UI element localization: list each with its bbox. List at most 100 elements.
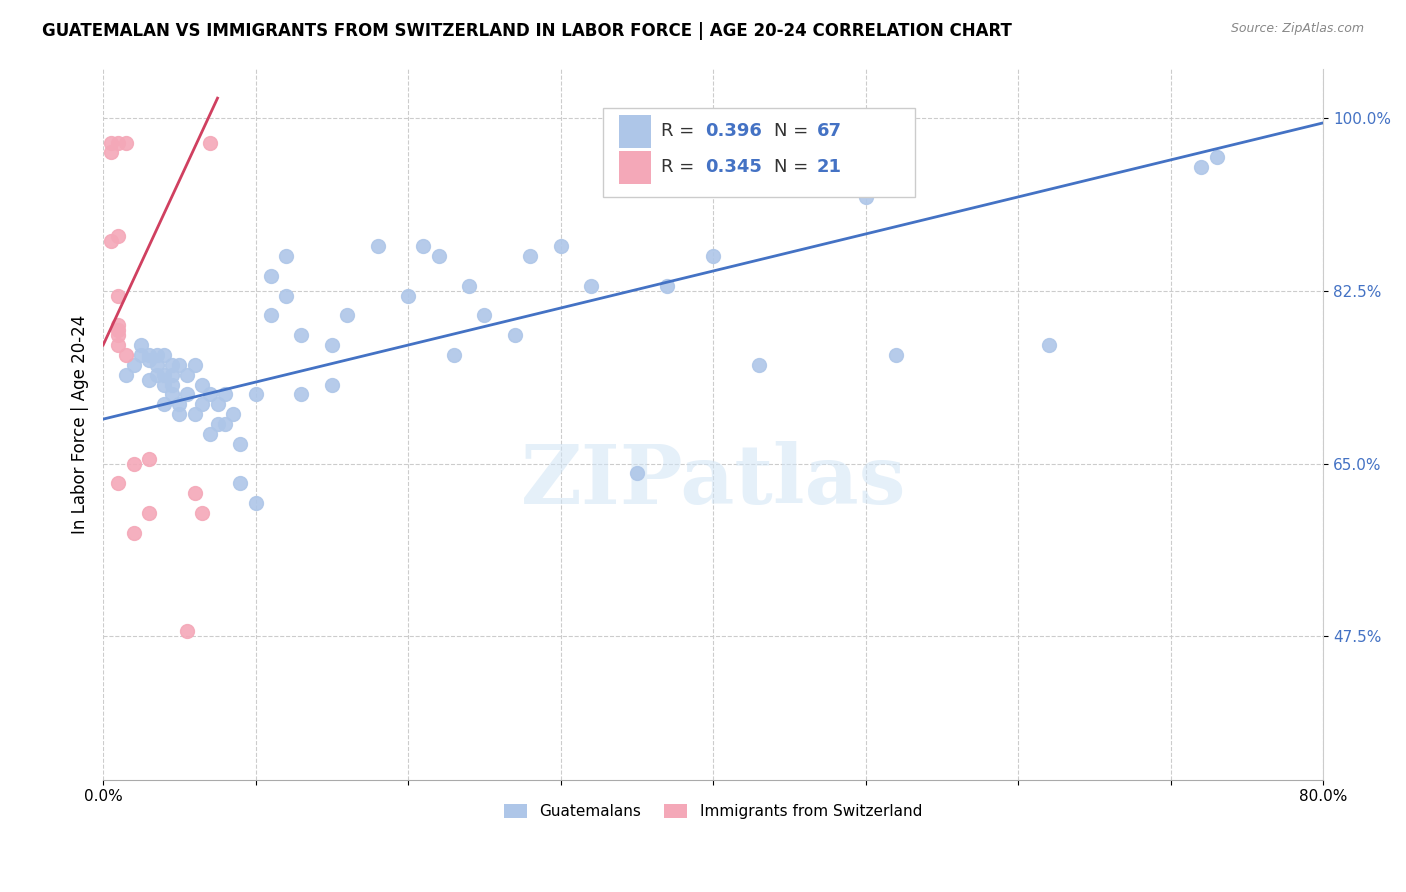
Point xyxy=(214,387,236,401)
Point xyxy=(412,239,434,253)
Point xyxy=(107,328,129,343)
Point xyxy=(191,397,214,411)
Point xyxy=(100,235,122,249)
Point xyxy=(884,348,907,362)
Point xyxy=(122,457,145,471)
Point xyxy=(122,358,145,372)
Point xyxy=(222,407,245,421)
Point xyxy=(1038,338,1060,352)
Point xyxy=(396,288,419,302)
Point xyxy=(191,506,214,520)
Point xyxy=(855,190,877,204)
Text: ZIPatlas: ZIPatlas xyxy=(520,441,905,521)
Legend: Guatemalans, Immigrants from Switzerland: Guatemalans, Immigrants from Switzerland xyxy=(498,798,928,825)
Point xyxy=(153,348,176,362)
Point xyxy=(427,249,450,263)
Point xyxy=(657,278,679,293)
Point xyxy=(207,397,229,411)
Point xyxy=(107,318,129,333)
Point xyxy=(367,239,389,253)
Point xyxy=(138,352,160,367)
Point xyxy=(336,309,359,323)
Point xyxy=(176,387,198,401)
Point xyxy=(160,368,183,382)
Point xyxy=(107,229,129,244)
Point xyxy=(145,348,167,362)
Point xyxy=(169,358,191,372)
Point xyxy=(276,288,298,302)
Point xyxy=(207,417,229,431)
Point xyxy=(153,368,176,382)
Point xyxy=(183,486,205,500)
Point xyxy=(183,358,205,372)
Point xyxy=(290,387,312,401)
Point xyxy=(153,397,176,411)
Point xyxy=(176,624,198,639)
Point xyxy=(474,309,496,323)
Point xyxy=(579,278,602,293)
Text: R =: R = xyxy=(661,122,700,140)
Point xyxy=(115,136,138,150)
Point xyxy=(138,373,160,387)
Point xyxy=(321,338,343,352)
Point xyxy=(122,525,145,540)
Point xyxy=(198,387,221,401)
Point xyxy=(443,348,465,362)
Point xyxy=(169,407,191,421)
Point xyxy=(145,368,167,382)
Point xyxy=(260,309,283,323)
Point xyxy=(276,249,298,263)
Point xyxy=(229,437,252,451)
Text: 67: 67 xyxy=(817,122,842,140)
Point xyxy=(100,145,122,160)
Text: 0.396: 0.396 xyxy=(704,122,762,140)
Point xyxy=(290,328,312,343)
Point xyxy=(160,387,183,401)
Point xyxy=(107,338,129,352)
Point xyxy=(183,407,205,421)
Text: N =: N = xyxy=(775,159,814,177)
Point xyxy=(458,278,481,293)
Point xyxy=(229,476,252,491)
Point xyxy=(1205,150,1227,164)
Point xyxy=(519,249,541,263)
Y-axis label: In Labor Force | Age 20-24: In Labor Force | Age 20-24 xyxy=(72,315,89,533)
Point xyxy=(107,288,129,302)
Point xyxy=(138,451,160,466)
Point xyxy=(107,136,129,150)
Point xyxy=(176,368,198,382)
Point xyxy=(100,136,122,150)
Point xyxy=(129,338,152,352)
Point xyxy=(198,426,221,441)
Point xyxy=(214,417,236,431)
Point xyxy=(129,348,152,362)
Text: GUATEMALAN VS IMMIGRANTS FROM SWITZERLAND IN LABOR FORCE | AGE 20-24 CORRELATION: GUATEMALAN VS IMMIGRANTS FROM SWITZERLAN… xyxy=(42,22,1012,40)
Point xyxy=(153,377,176,392)
FancyBboxPatch shape xyxy=(619,115,651,148)
Text: 0.345: 0.345 xyxy=(704,159,762,177)
Point xyxy=(115,368,138,382)
Point xyxy=(115,348,138,362)
Point xyxy=(245,496,267,510)
Point xyxy=(1189,161,1212,175)
Point xyxy=(107,323,129,337)
Point xyxy=(138,348,160,362)
Text: 21: 21 xyxy=(817,159,842,177)
Point xyxy=(260,268,283,283)
Text: Source: ZipAtlas.com: Source: ZipAtlas.com xyxy=(1230,22,1364,36)
Point xyxy=(138,506,160,520)
FancyBboxPatch shape xyxy=(603,108,914,196)
Text: N =: N = xyxy=(775,122,814,140)
FancyBboxPatch shape xyxy=(619,151,651,184)
Point xyxy=(321,377,343,392)
Point xyxy=(160,358,183,372)
Point xyxy=(160,377,183,392)
Point xyxy=(198,136,221,150)
Point xyxy=(626,467,648,481)
Point xyxy=(169,397,191,411)
Point xyxy=(702,249,724,263)
Point xyxy=(550,239,572,253)
Text: R =: R = xyxy=(661,159,700,177)
Point xyxy=(145,358,167,372)
Point xyxy=(245,387,267,401)
